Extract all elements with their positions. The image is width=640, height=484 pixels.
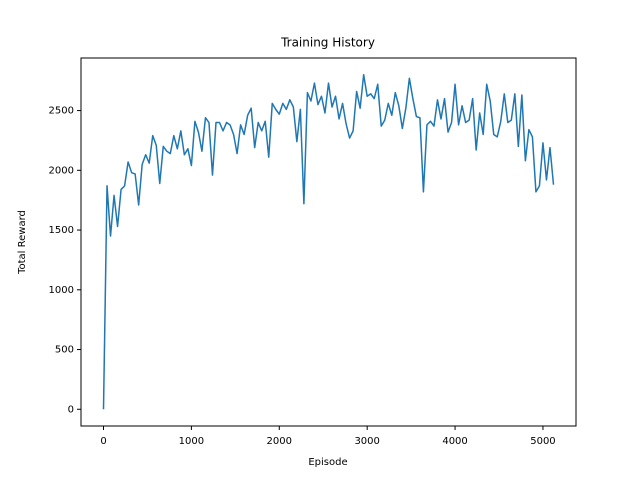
- x-tick-label: 0: [100, 436, 106, 447]
- x-tick-label: 3000: [354, 436, 379, 447]
- x-tick-label: 2000: [267, 436, 292, 447]
- x-tick-label: 1000: [179, 436, 204, 447]
- y-tick-label: 500: [55, 345, 74, 356]
- x-tick-label: 4000: [442, 436, 467, 447]
- y-tick-label: 1500: [49, 225, 74, 236]
- chart-title: Training History: [280, 36, 375, 50]
- plot-frame: [80, 57, 577, 427]
- y-tick-label: 2000: [49, 165, 74, 176]
- y-axis-label: Total Reward: [17, 210, 28, 275]
- x-axis-label: Episode: [308, 457, 347, 468]
- data-line: [102, 73, 555, 410]
- y-tick-label: 0: [68, 404, 74, 415]
- x-tick-label: 5000: [530, 436, 555, 447]
- y-tick-label: 2500: [49, 106, 74, 117]
- y-tick-label: 1000: [49, 285, 74, 296]
